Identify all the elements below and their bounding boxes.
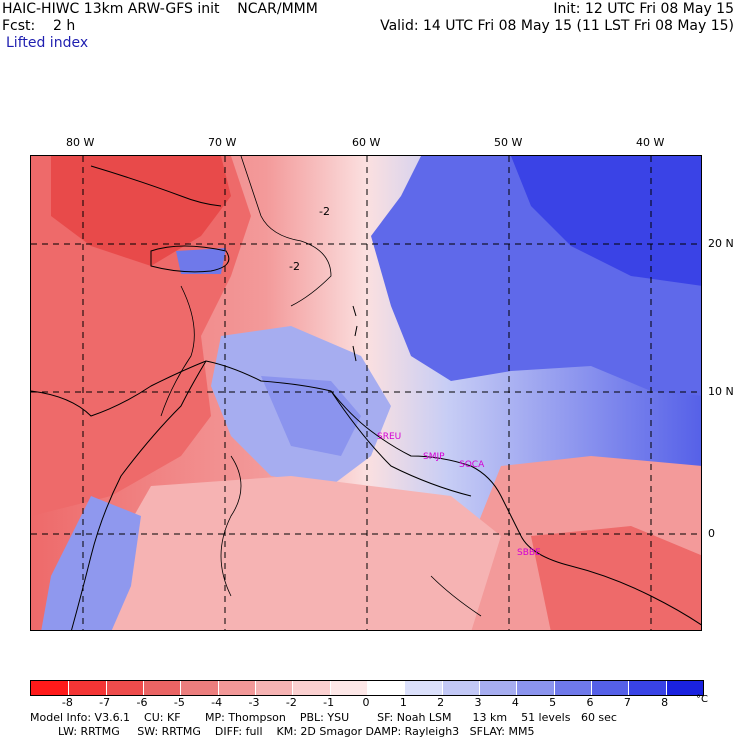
- hispaniola-blue-spot: [176, 248, 226, 274]
- colorbar-tick-label: 7: [623, 696, 631, 709]
- colorbar-swatch: [329, 681, 367, 695]
- colorbar-unit: °C: [696, 694, 708, 705]
- colorbar-swatch: [142, 681, 181, 695]
- lon-label-80w: 80 W: [66, 136, 95, 149]
- deepest-blue-region: [511, 156, 701, 286]
- contour-label: -2: [319, 205, 330, 218]
- lat-label-10n: 10 N: [708, 385, 734, 398]
- colorbar-swatch: [31, 681, 69, 695]
- colorbar-tick-label: -6: [136, 696, 148, 709]
- colorbar-tick-label: 0: [362, 696, 370, 709]
- colorbar-swatch: [590, 681, 629, 695]
- lon-label-60w: 60 W: [352, 136, 381, 149]
- colorbar-tick-label: -5: [173, 696, 185, 709]
- colorbar-swatch: [254, 681, 293, 695]
- forecast-hour: Fcst: 2 h: [2, 18, 76, 34]
- colorbar-swatch: [441, 681, 479, 695]
- colorbar-tick-label: 8: [661, 696, 669, 709]
- colorbar-tick-label: -8: [61, 696, 73, 709]
- map-title: HAIC-HIWC 13km ARW-GFS init NCAR/MMM: [2, 1, 318, 17]
- amazon-pink-region: [91, 476, 501, 630]
- lat-label-20n: 20 N: [708, 237, 734, 250]
- map-canvas: [31, 156, 701, 630]
- andes-blue-strip: [41, 496, 141, 630]
- colorbar-tick-label: 2: [437, 696, 445, 709]
- lat-label-0: 0: [708, 527, 715, 540]
- colorbar-tick-label: -7: [99, 696, 111, 709]
- lon-label-70w: 70 W: [208, 136, 237, 149]
- init-time: Init: 12 UTC Fri 08 May 15: [553, 1, 734, 17]
- colorbar-swatch: [68, 681, 106, 695]
- valid-time: Valid: 14 UTC Fri 08 May 15 (11 LST Fri …: [380, 18, 734, 34]
- model-info-line2: LW: RRTMG SW: RRTMG DIFF: full KM: 2D Sm…: [30, 725, 535, 738]
- colorbar-swatch: [180, 681, 218, 695]
- colorbar-swatch: [292, 681, 330, 695]
- colorbar-swatch: [628, 681, 666, 695]
- contours: [160, 156, 482, 617]
- colorbar-tick-label: -4: [211, 696, 223, 709]
- colorbar-tick-label: 1: [399, 696, 407, 709]
- colorbar-tick-label: 4: [511, 696, 519, 709]
- colorbar-swatch: [404, 681, 442, 695]
- station-smjp: SMJP: [423, 452, 445, 462]
- lon-label-40w: 40 W: [636, 136, 665, 149]
- colorbar-swatch: [553, 681, 591, 695]
- colorbar: [30, 680, 704, 696]
- contour-label: -2: [289, 260, 300, 273]
- venezuela-blue-core: [261, 376, 361, 456]
- colorbar-tick-label: -2: [285, 696, 297, 709]
- colorbar-tick-label: 6: [586, 696, 594, 709]
- colorbar-swatch: [217, 681, 255, 695]
- colorbar-swatch: [478, 681, 517, 695]
- colorbar-tick-label: -3: [248, 696, 260, 709]
- field-name: Lifted index: [6, 35, 89, 51]
- graticule: [31, 156, 701, 630]
- colorbar-tick-label: 5: [549, 696, 557, 709]
- lon-label-50w: 50 W: [494, 136, 523, 149]
- colorbar-swatch: [366, 681, 405, 695]
- colorbar-tick-label: -1: [323, 696, 335, 709]
- station-soca: SOCA: [459, 460, 485, 470]
- northwest-deep-red: [51, 156, 231, 266]
- southeast-red-patch: [531, 526, 701, 630]
- model-info-line1: Model Info: V3.6.1 CU: KF MP: Thompson P…: [30, 711, 617, 724]
- station-sreu: SREU: [377, 432, 402, 442]
- lifted-index-map: -2 -2 SREU SMJP SOCA SBBE: [30, 155, 702, 631]
- station-sbbe: SBBE: [517, 548, 541, 558]
- colorbar-swatch: [665, 681, 703, 695]
- colorbar-swatch: [516, 681, 554, 695]
- colorbar-swatch: [105, 681, 143, 695]
- coastlines: [31, 165, 701, 630]
- colorbar-tick-label: 3: [474, 696, 482, 709]
